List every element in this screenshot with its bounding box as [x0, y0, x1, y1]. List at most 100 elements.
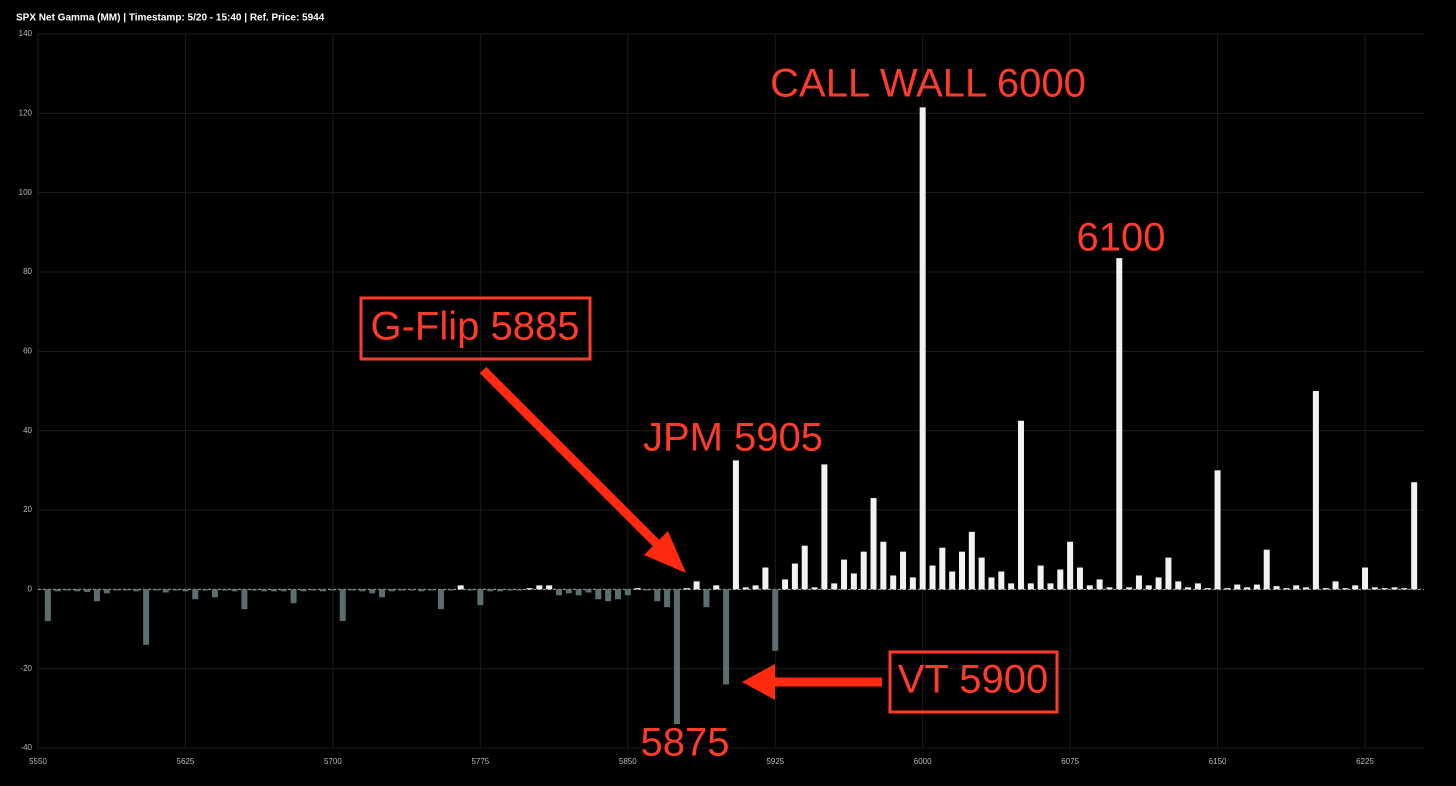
y-tick-label: 80 — [23, 267, 32, 276]
bar — [1391, 587, 1398, 590]
bar — [605, 589, 612, 602]
annotation-box — [888, 650, 1059, 714]
bar — [310, 589, 317, 591]
bar — [290, 589, 297, 604]
bar — [1273, 586, 1280, 590]
bar — [1234, 584, 1241, 590]
bar — [162, 589, 169, 593]
bar — [536, 585, 543, 590]
y-tick-label: 40 — [23, 426, 32, 435]
bar — [909, 577, 916, 590]
bar — [172, 589, 179, 591]
y-tick-label: 100 — [19, 188, 33, 197]
bar — [359, 589, 366, 592]
y-tick-label: 0 — [28, 584, 33, 593]
annotation-box — [359, 296, 592, 361]
x-tick-label: 5625 — [177, 757, 195, 766]
bar — [1263, 549, 1270, 590]
bar — [988, 577, 995, 590]
bar — [1135, 575, 1142, 590]
bar — [1204, 588, 1211, 590]
bar — [1076, 567, 1083, 590]
x-tick-label: 6150 — [1209, 757, 1227, 766]
x-tick-label: 5850 — [619, 757, 637, 766]
bar — [152, 589, 159, 591]
annotation: G-Flip 5885 — [371, 305, 580, 349]
bar — [1185, 587, 1192, 590]
bar — [919, 107, 926, 590]
bar — [192, 589, 199, 600]
bar — [703, 589, 710, 608]
bar — [1401, 588, 1408, 590]
bar — [1303, 587, 1310, 590]
bar — [54, 589, 61, 592]
bar — [320, 589, 327, 592]
bar — [654, 589, 661, 602]
y-tick-label: 120 — [19, 108, 33, 117]
bar — [565, 589, 572, 594]
bar — [683, 588, 690, 590]
bar — [1362, 567, 1369, 590]
bar — [959, 551, 965, 590]
bar — [133, 589, 140, 592]
bar — [624, 589, 631, 596]
bar — [1008, 583, 1015, 590]
arrow-head — [742, 664, 775, 700]
bar — [870, 498, 877, 590]
bar — [900, 551, 907, 590]
y-tick-label: 60 — [23, 346, 32, 355]
bar — [978, 557, 985, 590]
x-tick-label: 6225 — [1356, 757, 1374, 766]
bar — [1047, 583, 1054, 590]
bar — [1037, 565, 1044, 590]
bar — [1253, 584, 1260, 590]
bar — [1057, 569, 1064, 590]
bar — [349, 589, 356, 591]
bar — [497, 589, 503, 592]
bar — [379, 589, 386, 598]
bar — [1126, 587, 1133, 590]
bar — [555, 589, 562, 596]
arrow — [479, 366, 669, 556]
bar — [526, 588, 533, 590]
y-tick-label: -20 — [20, 664, 32, 673]
bar — [477, 589, 484, 606]
bar — [821, 464, 828, 590]
bar — [595, 589, 602, 600]
bar — [44, 589, 51, 622]
bars — [44, 107, 1418, 725]
bar — [231, 589, 238, 592]
bar — [506, 589, 513, 591]
bar — [713, 585, 720, 590]
bar — [408, 589, 415, 591]
bar — [113, 589, 120, 591]
bar — [457, 585, 464, 590]
bar — [418, 589, 425, 592]
bar — [93, 589, 100, 602]
bar — [438, 589, 445, 610]
bar — [143, 589, 150, 645]
bar — [182, 589, 189, 592]
bar — [732, 460, 739, 590]
bar — [1342, 588, 1349, 590]
annotation: 6100 — [1077, 216, 1166, 260]
bar — [300, 589, 307, 592]
bar — [929, 565, 936, 590]
bar — [447, 589, 454, 591]
bar — [1224, 588, 1231, 590]
bar — [369, 589, 376, 594]
bar — [723, 589, 730, 685]
annotation: CALL WALL 6000 — [770, 62, 1086, 106]
bar — [968, 531, 975, 590]
bar — [1145, 585, 1152, 590]
bar — [860, 551, 867, 590]
bar — [1332, 581, 1339, 590]
y-tick-label: 20 — [23, 505, 32, 514]
bar — [1381, 588, 1388, 590]
bar — [1293, 585, 1300, 590]
bar — [1244, 587, 1251, 590]
bar — [202, 589, 209, 591]
bar — [1371, 587, 1378, 590]
bar — [516, 589, 523, 591]
